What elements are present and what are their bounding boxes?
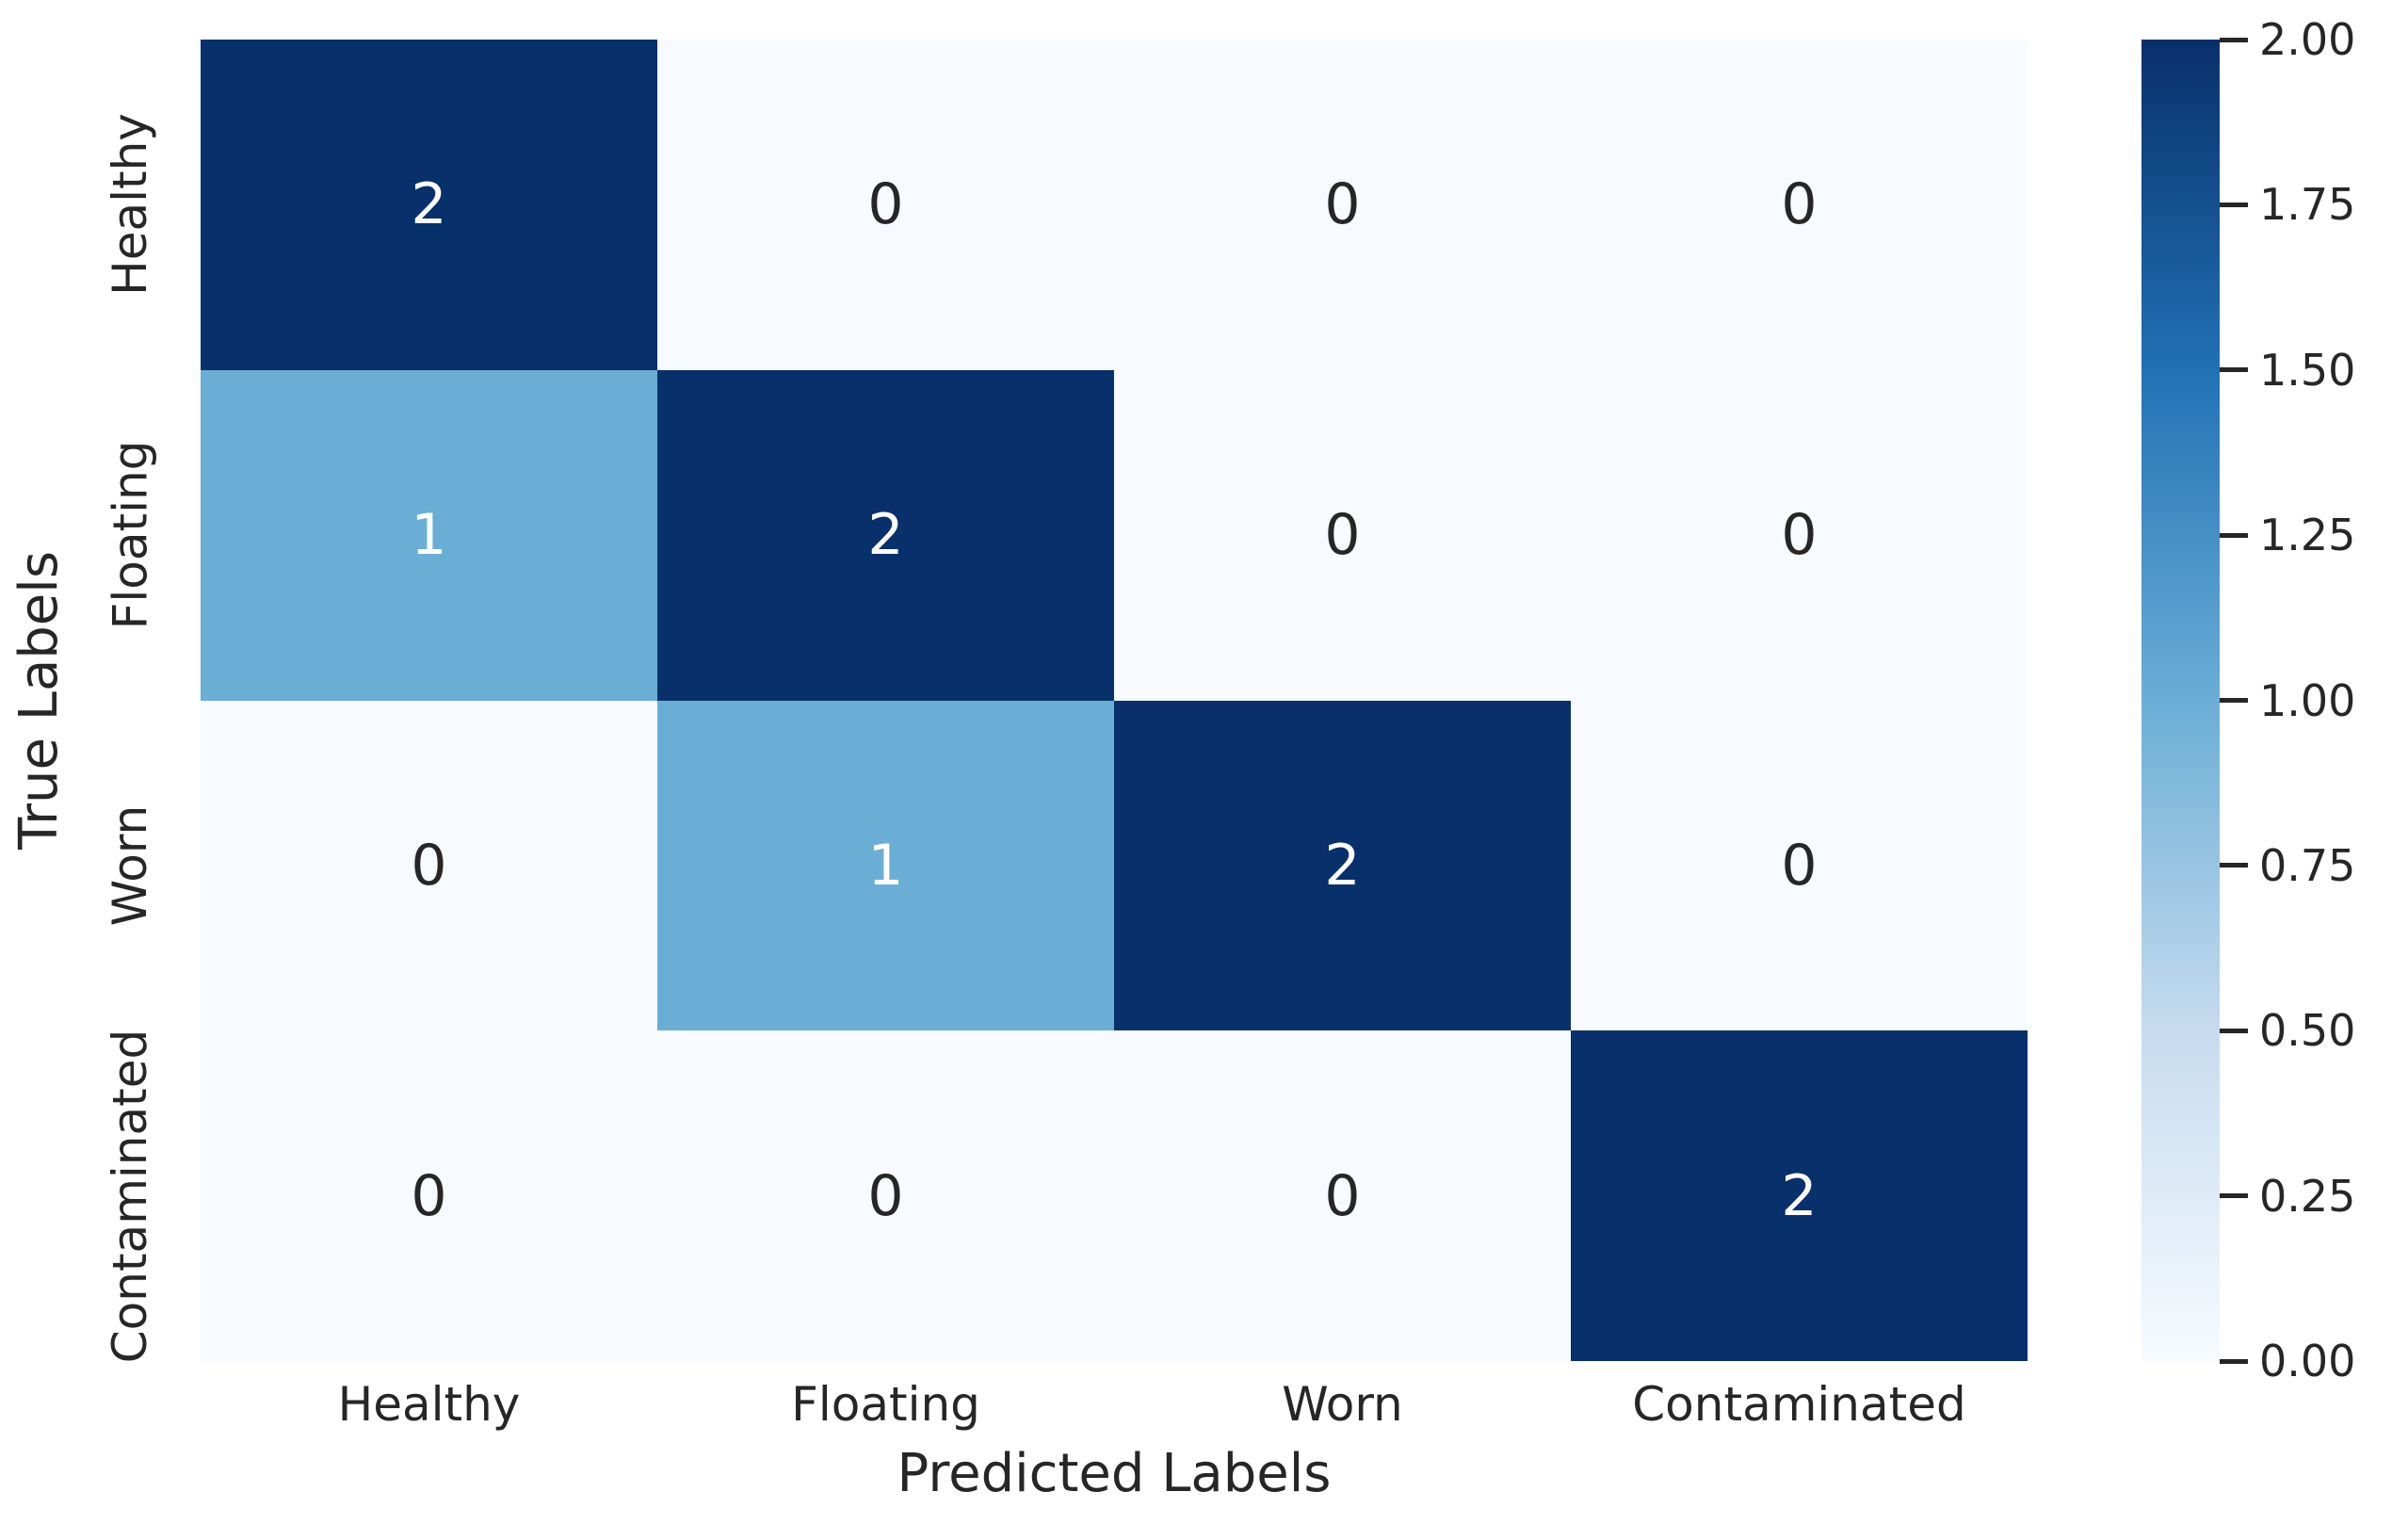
colorbar-tick-mark (2220, 1358, 2248, 1364)
colorbar-tick-mark (2220, 367, 2248, 373)
heatmap-cell-contaminated-healthy: 0 (201, 1030, 657, 1361)
cell-value: 2 (867, 502, 904, 569)
colorbar-tick-1.75: 1.75 (2220, 179, 2355, 230)
y-tick-label: Floating (103, 440, 157, 630)
x-tick-floating: Floating (791, 1377, 980, 1432)
cell-value: 1 (867, 832, 904, 899)
cell-value: 0 (1324, 502, 1361, 569)
colorbar-tick-2.00: 2.00 (2220, 14, 2355, 65)
heatmap-cell-floating-worn: 0 (1114, 369, 1571, 701)
colorbar-tick-1.25: 1.25 (2220, 510, 2355, 560)
y-tick-healthy: Healthy (83, 40, 177, 370)
heatmap-cell-contaminated-worn: 0 (1114, 1030, 1571, 1361)
heatmap-cell-floating-contaminated: 0 (1571, 369, 2028, 701)
colorbar-tick-mark (2220, 532, 2248, 538)
heatmap-cell-floating-healthy: 1 (201, 369, 657, 701)
colorbar-tick-label: 1.25 (2259, 510, 2356, 561)
heatmap-cell-contaminated-contaminated: 2 (1571, 1030, 2028, 1361)
cell-value: 0 (411, 1162, 447, 1229)
x-axis-ticks: Healthy Floating Worn Contaminated (201, 1377, 2028, 1432)
heatmap-cell-worn-floating: 1 (657, 700, 1114, 1031)
colorbar-tick-0.50: 0.50 (2220, 1005, 2355, 1056)
cell-value: 0 (867, 1162, 904, 1229)
colorbar-tick-label: 1.50 (2259, 344, 2356, 396)
colorbar-tick-1.00: 1.00 (2220, 675, 2355, 726)
cell-value: 0 (1781, 502, 1818, 569)
heatmap-cell-worn-contaminated: 0 (1571, 700, 2028, 1031)
y-axis-ticks: Healthy Floating Worn Contaminated (83, 40, 177, 1363)
x-axis-title: Predicted Labels (897, 1443, 1332, 1504)
y-tick-contaminated: Contaminated (83, 1029, 177, 1363)
heatmap-cell-healthy-floating: 0 (657, 40, 1114, 370)
heatmap-cell-healthy-contaminated: 0 (1571, 40, 2028, 370)
y-tick-floating: Floating (83, 370, 177, 701)
colorbar-tick-mark (2220, 863, 2248, 868)
y-axis-title: True Labels (6, 40, 72, 1361)
x-tick-worn: Worn (1282, 1377, 1403, 1432)
heatmap-cell-healthy-worn: 0 (1114, 40, 1571, 370)
colorbar-tick-label: 1.75 (2259, 179, 2356, 231)
cell-value: 0 (411, 832, 447, 899)
colorbar-gradient (2141, 40, 2220, 1361)
heatmap-cell-worn-healthy: 0 (201, 700, 657, 1031)
colorbar-tick-0.25: 0.25 (2220, 1171, 2355, 1222)
cell-value: 2 (1324, 832, 1361, 899)
colorbar-tick-0.00: 0.00 (2220, 1336, 2355, 1386)
x-tick-contaminated: Contaminated (1632, 1377, 1966, 1432)
cell-value: 2 (1781, 1162, 1818, 1229)
colorbar-tick-label: 0.00 (2259, 1336, 2356, 1386)
cell-value: 0 (1324, 1162, 1361, 1229)
colorbar-tick-0.75: 0.75 (2220, 840, 2355, 891)
colorbar-tick-mark (2220, 37, 2248, 42)
cell-value: 0 (1781, 171, 1818, 238)
colorbar-tick-mark (2220, 1193, 2248, 1199)
cell-value: 1 (411, 502, 447, 569)
x-tick-healthy: Healthy (337, 1377, 521, 1432)
colorbar-tick-mark (2220, 202, 2248, 207)
colorbar-tick-mark (2220, 698, 2248, 703)
heatmap-grid: 2 0 0 0 1 2 0 0 0 1 2 0 0 0 0 2 (201, 40, 2028, 1361)
colorbar-tick-mark (2220, 1028, 2248, 1033)
colorbar-tick-label: 2.00 (2259, 14, 2356, 65)
colorbar-tick-1.50: 1.50 (2220, 345, 2355, 396)
y-tick-label: Healthy (103, 113, 157, 297)
y-tick-label: Contaminated (103, 1029, 157, 1363)
heatmap-cell-worn-worn: 2 (1114, 700, 1571, 1031)
colorbar-ticks: 2.00 1.75 1.50 1.25 1.00 0.75 0.50 0.25 0.00 (2220, 14, 2408, 1386)
heatmap-cell-healthy-healthy: 2 (201, 40, 657, 370)
heatmap-cell-contaminated-floating: 0 (657, 1030, 1114, 1361)
cell-value: 0 (1324, 171, 1361, 238)
colorbar-tick-label: 1.00 (2259, 674, 2356, 726)
colorbar-tick-label: 0.25 (2259, 1170, 2356, 1222)
y-axis-title-text: True Labels (8, 551, 70, 850)
y-tick-worn: Worn (83, 701, 177, 1031)
colorbar-tick-label: 0.50 (2259, 1005, 2356, 1057)
cell-value: 2 (411, 171, 447, 238)
heatmap-cell-floating-floating: 2 (657, 369, 1114, 701)
colorbar-tick-label: 0.75 (2259, 839, 2356, 891)
y-tick-label: Worn (103, 804, 157, 927)
cell-value: 0 (1781, 832, 1818, 899)
cell-value: 0 (867, 171, 904, 238)
